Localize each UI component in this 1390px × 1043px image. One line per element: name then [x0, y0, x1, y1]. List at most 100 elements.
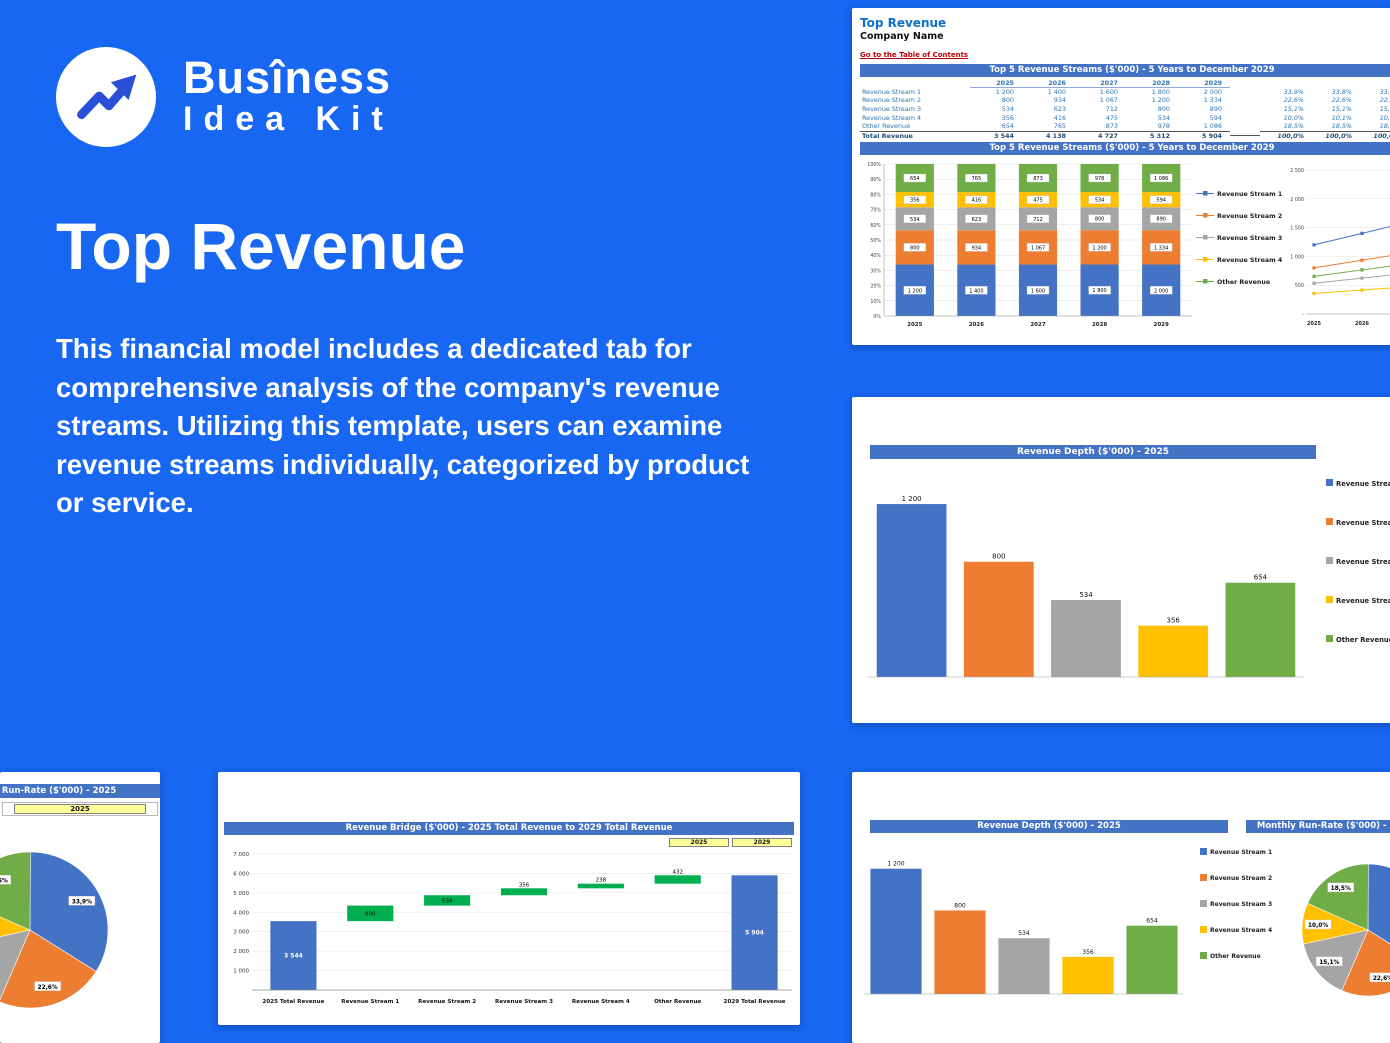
svg-text:1 334: 1 334	[1154, 245, 1168, 251]
pct-cell: 22,6%	[1379, 96, 1390, 105]
legend-swatch-icon	[1200, 848, 1207, 857]
legend-swatch-icon	[1326, 635, 1333, 644]
svg-text:934: 934	[972, 246, 982, 252]
legend-label: Revenue Stream 2	[1217, 213, 1283, 221]
revenue-table-title-band: Top 5 Revenue Streams ($'000) - 5 Years …	[860, 64, 1390, 77]
svg-text:10%: 10%	[870, 299, 881, 305]
legend-item: Revenue Stream 1	[1196, 190, 1282, 199]
panel-monthly-runrate: Monthly Run-Rate ($'000) - 2025 2025 33,…	[0, 772, 160, 1043]
value-cell: 765	[1053, 122, 1066, 131]
panel-depth-and-runrate: Revenue Depth ($'000) - 2025 Monthly Run…	[852, 772, 1390, 1043]
pie-chart-svg: 33,9%22,6%15,1%10,0%18,5%	[0, 851, 109, 1009]
svg-text:18,5%: 18,5%	[1331, 886, 1351, 892]
value-cell: 594	[1209, 113, 1222, 122]
brand-name-line1: Busîness	[183, 51, 392, 103]
legend-label: Other Revenue	[1217, 279, 1271, 287]
pct-cell: 18,5%	[1283, 122, 1304, 131]
legend-label: Revenue Stream 2	[1210, 875, 1273, 882]
pct-cell: 18,5%	[1331, 122, 1352, 131]
legend-item: Other Revenue	[1196, 278, 1282, 287]
legend-item: Revenue Stream 2	[1326, 518, 1390, 527]
table-row: Total Revenue 3 544 4 138 4 727 5 312 5 904 10…	[860, 130, 1390, 140]
bridge-year-from[interactable]: 2025	[669, 838, 729, 847]
monthly-runrate-title-band-2: Monthly Run-Rate ($'000) - 2025	[1246, 820, 1390, 833]
legend-label: Revenue Stream 1	[1336, 479, 1390, 488]
value-cell: 5 904	[1178, 130, 1230, 140]
svg-text:22,6%: 22,6%	[38, 985, 58, 991]
legend-label: Revenue Stream 3	[1217, 235, 1283, 243]
revenue-chart-title-band: Top 5 Revenue Streams ($'000) - 5 Years …	[860, 142, 1390, 156]
svg-text:2028: 2028	[1092, 322, 1107, 328]
revenue-depth-chart: 1 200 800 534 356 654	[868, 467, 1304, 693]
revenue-depth-chart-small: 1 200 800 534 356 654	[864, 838, 1184, 1010]
legend-swatch-icon	[1326, 596, 1333, 605]
legend-label: Other Revenue	[1336, 635, 1390, 644]
svg-text:534: 534	[1095, 198, 1105, 204]
svg-text:3 544: 3 544	[284, 953, 303, 960]
legend-item: Revenue Stream 3	[1200, 900, 1272, 909]
value-cell: 890	[1209, 105, 1222, 114]
brand: Busîness Idea Kit	[55, 46, 394, 148]
pct-cell: 18,5%	[1379, 122, 1390, 131]
pct-cell: 10,1%	[1331, 113, 1352, 122]
svg-text:654: 654	[910, 176, 920, 182]
svg-text:Revenue Stream 1: Revenue Stream 1	[341, 999, 399, 1005]
legend-label: Revenue Stream 4	[1210, 927, 1273, 934]
value-cell: 1 400	[1047, 87, 1066, 96]
legend-label: Revenue Stream 1	[1217, 191, 1283, 199]
svg-text:712: 712	[1033, 217, 1043, 223]
svg-text:60%: 60%	[870, 223, 881, 229]
year-selector[interactable]: 2025	[2, 802, 158, 816]
svg-text:22,6%: 22,6%	[1373, 976, 1390, 982]
pct-cell: 100,0%	[1260, 130, 1308, 140]
revenue-bridge-title-band: Revenue Bridge ($'000) - 2025 Total Reve…	[224, 822, 794, 835]
table-row: Revenue Stream 1 1 200 1 400 1 600 1 800 2 00…	[860, 88, 1390, 97]
value-cell: 1 334	[1203, 96, 1222, 105]
svg-text:475: 475	[1033, 198, 1043, 204]
legend-swatch-icon	[1200, 874, 1207, 883]
row-label: Other Revenue	[862, 122, 911, 131]
svg-text:800: 800	[910, 246, 920, 252]
pct-cell: 33,8%	[1379, 87, 1390, 96]
pct-cell: 22,6%	[1331, 96, 1352, 105]
svg-text:15,1%: 15,1%	[1319, 960, 1339, 966]
value-cell: 1 600	[1099, 87, 1118, 96]
revenue-charts: 100% 90% 80% 70% 60% 50% 40% 30% 20% 10% 0% 1 200 80…	[860, 158, 1390, 334]
svg-text:Revenue Stream 4: Revenue Stream 4	[572, 999, 630, 1005]
svg-text:2025: 2025	[1307, 321, 1321, 327]
year-selector-value[interactable]: 2025	[14, 804, 146, 814]
bridge-year-to[interactable]: 2029	[732, 838, 792, 847]
pct-cell: 100,0%	[1356, 130, 1390, 140]
revenue-bridge-chart: 7 000 6 000 5 000 4 000 3 000 2 000 1 000 3 544…	[222, 848, 796, 1012]
svg-text:20%: 20%	[870, 284, 881, 290]
svg-text:1 600: 1 600	[1031, 288, 1045, 294]
legend-item: Revenue Stream 4	[1196, 256, 1282, 265]
revenue-series-legend: Revenue Stream 1 Revenue Stream 2 Revenue …	[1196, 158, 1282, 334]
value-cell: 1 086	[1203, 122, 1222, 131]
svg-text:534: 534	[1018, 930, 1030, 937]
legend-swatch-icon	[1200, 900, 1207, 909]
pct-cell: 15,1%	[1379, 105, 1390, 114]
pct-cell: 10,0%	[1283, 113, 1304, 122]
spacer-cell	[1230, 134, 1260, 136]
svg-text:2 000: 2 000	[1291, 197, 1305, 203]
revenue-depth-title-band-2: Revenue Depth ($'000) - 2025	[870, 820, 1228, 833]
legend-swatch-icon	[1326, 518, 1333, 527]
row-label: Revenue Stream 4	[862, 113, 922, 122]
revenue-depth-title-band: Revenue Depth ($'000) - 2025	[870, 445, 1316, 459]
svg-text:1 000: 1 000	[233, 969, 249, 975]
toc-link[interactable]: Go to the Table of Contents	[860, 51, 969, 59]
svg-text:5 904: 5 904	[745, 930, 764, 937]
value-cell: 416	[1053, 113, 1066, 122]
svg-text:800: 800	[1095, 217, 1105, 223]
svg-text:Revenue Stream 2: Revenue Stream 2	[418, 999, 476, 1005]
svg-text:534: 534	[442, 898, 453, 904]
svg-text:890: 890	[1156, 217, 1166, 223]
svg-text:623: 623	[972, 217, 982, 223]
pct-cell: 33,9%	[1283, 87, 1304, 96]
legend-item: Revenue Stream 4	[1326, 596, 1390, 605]
legend-label: Other Revenue	[1210, 953, 1261, 960]
value-cell: 800	[1157, 105, 1170, 114]
value-cell: 356	[1001, 113, 1014, 122]
